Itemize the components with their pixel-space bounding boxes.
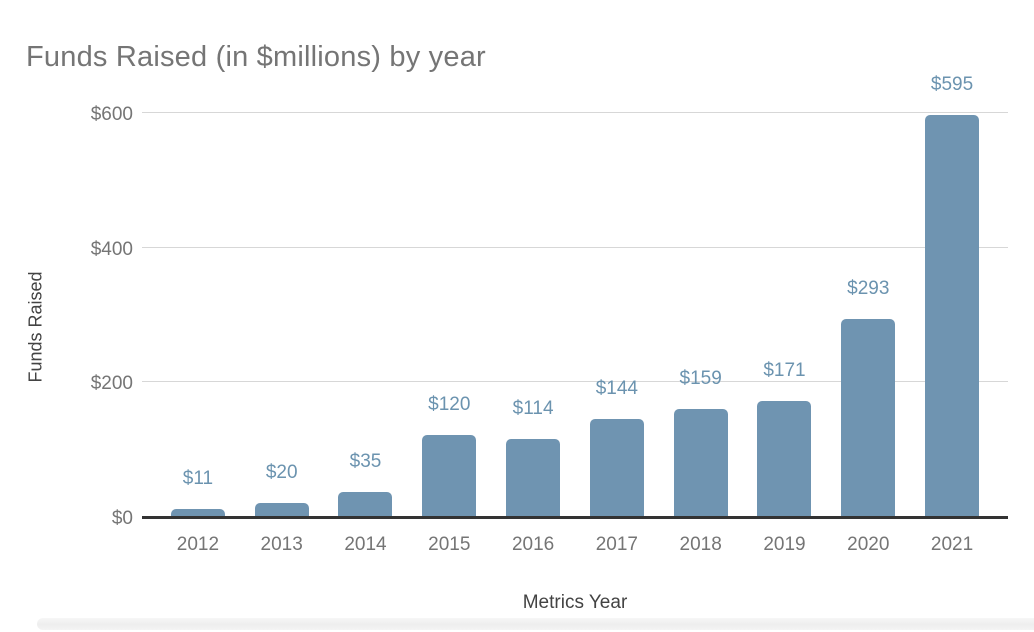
bars-row: $11 $20 $35 $120 $114 $144 $159 $171 $293 $595 bbox=[142, 74, 1008, 516]
bar-2013 bbox=[254, 502, 309, 516]
x-tick-label: 2013 bbox=[260, 534, 303, 555]
bar-2018 bbox=[673, 408, 728, 516]
x-tick-label: 2016 bbox=[511, 534, 555, 555]
bar-value-label: $171 bbox=[763, 359, 806, 381]
bar-2012 bbox=[170, 508, 225, 516]
bar-value-label: $114 bbox=[512, 398, 554, 420]
x-tick-label: 2018 bbox=[679, 534, 722, 555]
x-tick-label: 2020 bbox=[847, 534, 890, 555]
x-axis-title: Metrics Year bbox=[522, 592, 628, 613]
bar-slot-2018: $159 bbox=[659, 367, 743, 516]
x-tick-label: 2012 bbox=[176, 534, 220, 555]
plot-area: $11 $20 $35 $120 $114 $144 $159 $171 $293 $595 bbox=[142, 74, 1008, 519]
bar-2016 bbox=[506, 439, 561, 516]
bar-2015 bbox=[422, 435, 477, 516]
y-tick-label: $200 bbox=[90, 373, 133, 395]
gridline bbox=[142, 112, 1008, 113]
bar-slot-2017: $144 bbox=[575, 377, 659, 516]
bar-slot-2021: $595 bbox=[910, 73, 994, 516]
bar-value-label: $35 bbox=[349, 451, 382, 473]
y-axis-title: Funds Raised bbox=[25, 271, 46, 383]
bottom-shadow-strip bbox=[37, 618, 1034, 630]
bar-value-label: $120 bbox=[428, 394, 471, 416]
x-tick-label: 2014 bbox=[344, 534, 387, 555]
bar-slot-2012: $11 bbox=[156, 467, 240, 516]
bar-slot-2015: $120 bbox=[407, 393, 491, 516]
gridline bbox=[142, 381, 1008, 383]
bar-slot-2019: $171 bbox=[743, 359, 827, 516]
bar-slot-2020: $293 bbox=[826, 277, 910, 516]
bar-2020 bbox=[841, 318, 896, 516]
x-tick-label: 2017 bbox=[595, 534, 639, 555]
bar-value-label: $159 bbox=[679, 367, 722, 389]
gridline bbox=[142, 246, 1008, 248]
bar-2021 bbox=[925, 115, 980, 516]
x-axis-ticks: 2012 2013 2014 2015 2016 2017 2018 2019 2020 2021 bbox=[142, 533, 1008, 557]
bar-value-label: $144 bbox=[595, 378, 639, 400]
y-tick-label: $400 bbox=[90, 238, 133, 260]
bar-slot-2016: $114 bbox=[491, 397, 575, 516]
bar-2019 bbox=[757, 400, 812, 516]
bar-value-label: $595 bbox=[930, 74, 974, 96]
bar-2017 bbox=[589, 419, 644, 516]
x-tick-label: 2019 bbox=[763, 534, 806, 555]
x-tick-label: 2021 bbox=[930, 534, 974, 555]
y-tick-label: $600 bbox=[90, 104, 133, 125]
x-tick-label: 2015 bbox=[428, 534, 471, 555]
chart-title: Funds Raised (in $millions) by year bbox=[26, 41, 486, 73]
bar-2014 bbox=[338, 492, 393, 516]
bar-slot-2014: $35 bbox=[324, 450, 408, 516]
bar-value-label: $20 bbox=[265, 461, 298, 483]
bar-slot-2013: $20 bbox=[240, 461, 324, 516]
bar-value-label: $293 bbox=[847, 277, 890, 299]
bar-value-label: $11 bbox=[182, 467, 214, 489]
y-tick-label: $0 bbox=[111, 508, 133, 529]
